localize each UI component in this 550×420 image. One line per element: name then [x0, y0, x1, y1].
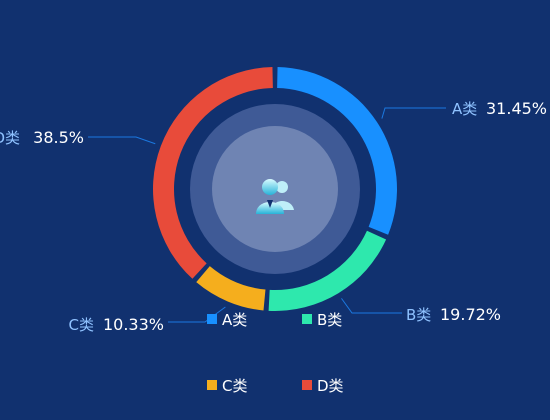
legend-label-0: A类 — [222, 311, 247, 329]
leader-line-2 — [168, 306, 226, 323]
callout-name-2: C类 — [69, 316, 94, 334]
legend-label-2: C类 — [222, 377, 247, 395]
legend: A类 B类 C类 D类 — [207, 311, 344, 395]
leader-line-0 — [381, 107, 446, 119]
user-group-icon — [256, 179, 294, 214]
slice-3 — [153, 67, 273, 279]
callout-value-1: 19.72% — [440, 305, 501, 324]
legend-label-3: D类 — [317, 377, 344, 395]
slice-1 — [268, 230, 387, 311]
legend-label-1: B类 — [317, 311, 342, 329]
legend-swatch-0 — [207, 314, 217, 324]
callout-labels: A类 31.45% B类 19.72% C类 10.33% D类 38.5% — [0, 99, 547, 334]
callout-value-0: 31.45% — [486, 99, 547, 118]
slice-0 — [277, 67, 397, 235]
donut-ring — [153, 67, 397, 311]
leader-line-1 — [341, 298, 402, 314]
slice-2 — [196, 266, 266, 311]
legend-swatch-3 — [302, 380, 312, 390]
leader-line-3 — [88, 136, 156, 145]
legend-swatch-2 — [207, 380, 217, 390]
callout-name-3: D类 — [0, 129, 20, 147]
callout-name-1: B类 — [406, 306, 431, 324]
legend-swatch-1 — [302, 314, 312, 324]
callout-name-0: A类 — [452, 100, 477, 118]
callout-value-3: 38.5% — [33, 128, 84, 147]
callout-value-2: 10.33% — [103, 315, 164, 334]
